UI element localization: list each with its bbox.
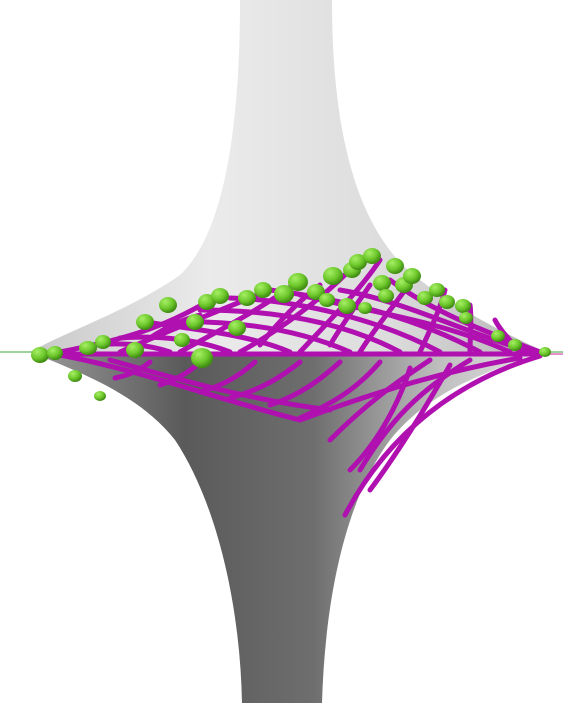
node xyxy=(288,273,308,291)
node xyxy=(363,248,381,264)
node xyxy=(373,275,391,291)
node xyxy=(323,267,343,285)
node xyxy=(491,330,505,342)
node xyxy=(31,347,49,363)
node xyxy=(94,391,106,401)
node xyxy=(47,346,63,360)
node xyxy=(274,285,294,303)
node xyxy=(508,339,522,351)
node xyxy=(126,342,144,358)
node xyxy=(403,268,421,284)
node xyxy=(174,333,190,347)
node xyxy=(378,289,394,303)
node xyxy=(319,293,335,307)
node xyxy=(79,341,97,355)
node xyxy=(159,297,177,313)
upper-surface xyxy=(30,0,545,352)
node xyxy=(429,283,445,297)
lower-branches xyxy=(57,352,543,518)
lower-surface xyxy=(30,352,545,703)
node-markers xyxy=(31,248,551,401)
node xyxy=(349,254,367,270)
node xyxy=(386,258,404,274)
node xyxy=(68,370,82,382)
node xyxy=(254,282,272,298)
node xyxy=(358,302,372,314)
node xyxy=(539,347,551,357)
node xyxy=(186,314,204,330)
node xyxy=(136,314,154,330)
node xyxy=(191,348,213,368)
node xyxy=(228,320,246,336)
node xyxy=(417,291,433,305)
upper-branches xyxy=(42,257,548,357)
node xyxy=(459,312,473,324)
node xyxy=(238,290,256,306)
node xyxy=(338,298,356,314)
node xyxy=(211,288,229,304)
node xyxy=(439,295,455,309)
node xyxy=(95,335,111,349)
node xyxy=(455,299,471,313)
